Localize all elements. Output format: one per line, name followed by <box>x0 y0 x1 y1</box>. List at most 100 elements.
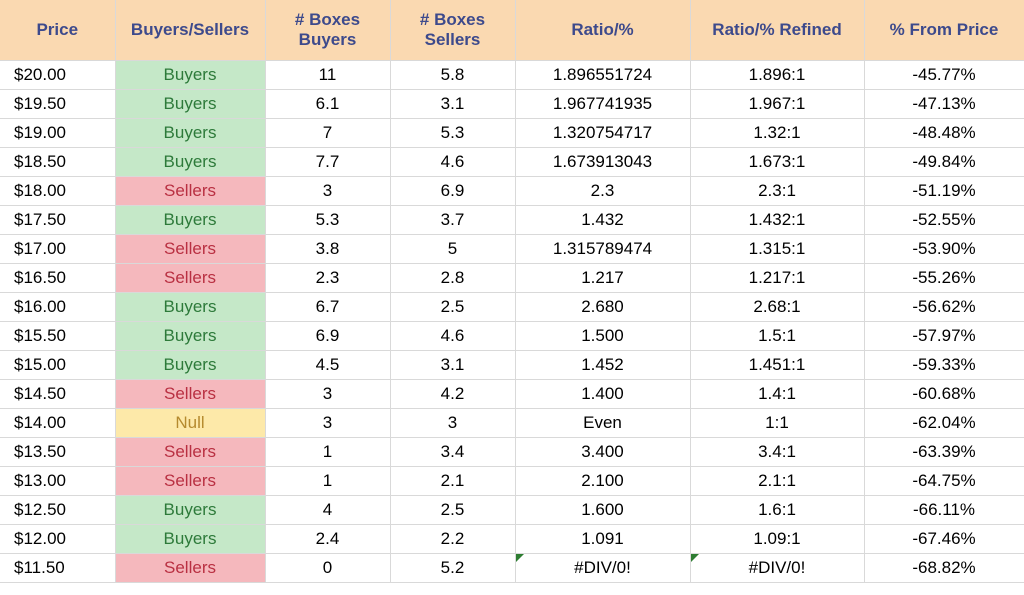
cell-pct-from-price[interactable]: -62.04% <box>864 408 1024 437</box>
cell-price[interactable]: $16.00 <box>0 292 115 321</box>
cell-boxes-buyers[interactable]: 0 <box>265 553 390 582</box>
cell-ratio[interactable]: #DIV/0! <box>515 553 690 582</box>
cell-buyers-sellers[interactable]: Buyers <box>115 89 265 118</box>
cell-pct-from-price[interactable]: -49.84% <box>864 147 1024 176</box>
cell-ratio[interactable]: 3.400 <box>515 437 690 466</box>
cell-boxes-sellers[interactable]: 5 <box>390 234 515 263</box>
cell-buyers-sellers[interactable]: Sellers <box>115 176 265 205</box>
cell-ratio[interactable]: 1.452 <box>515 350 690 379</box>
cell-pct-from-price[interactable]: -48.48% <box>864 118 1024 147</box>
cell-ratio-refined[interactable]: 1.673:1 <box>690 147 864 176</box>
cell-boxes-sellers[interactable]: 3.7 <box>390 205 515 234</box>
cell-pct-from-price[interactable]: -59.33% <box>864 350 1024 379</box>
cell-boxes-sellers[interactable]: 5.2 <box>390 553 515 582</box>
cell-boxes-sellers[interactable]: 2.5 <box>390 495 515 524</box>
cell-boxes-sellers[interactable]: 4.2 <box>390 379 515 408</box>
cell-boxes-sellers[interactable]: 3.1 <box>390 89 515 118</box>
cell-ratio-refined[interactable]: #DIV/0! <box>690 553 864 582</box>
table-row[interactable]: $17.00Sellers3.851.3157894741.315:1-53.9… <box>0 234 1024 263</box>
cell-boxes-sellers[interactable]: 6.9 <box>390 176 515 205</box>
cell-price[interactable]: $13.00 <box>0 466 115 495</box>
cell-ratio[interactable]: 2.680 <box>515 292 690 321</box>
cell-ratio-refined[interactable]: 1.896:1 <box>690 60 864 89</box>
cell-price[interactable]: $12.50 <box>0 495 115 524</box>
cell-pct-from-price[interactable]: -68.82% <box>864 553 1024 582</box>
cell-buyers-sellers[interactable]: Buyers <box>115 292 265 321</box>
cell-buyers-sellers[interactable]: Buyers <box>115 321 265 350</box>
cell-ratio[interactable]: 1.400 <box>515 379 690 408</box>
cell-boxes-sellers[interactable]: 2.1 <box>390 466 515 495</box>
cell-ratio[interactable]: 2.100 <box>515 466 690 495</box>
table-row[interactable]: $16.50Sellers2.32.81.2171.217:1-55.26% <box>0 263 1024 292</box>
table-row[interactable]: $17.50Buyers5.33.71.4321.432:1-52.55% <box>0 205 1024 234</box>
cell-pct-from-price[interactable]: -60.68% <box>864 379 1024 408</box>
cell-boxes-sellers[interactable]: 3.4 <box>390 437 515 466</box>
cell-price[interactable]: $15.50 <box>0 321 115 350</box>
table-row[interactable]: $13.50Sellers13.43.4003.4:1-63.39% <box>0 437 1024 466</box>
cell-ratio[interactable]: 1.673913043 <box>515 147 690 176</box>
table-row[interactable]: $16.00Buyers6.72.52.6802.68:1-56.62% <box>0 292 1024 321</box>
cell-boxes-buyers[interactable]: 4.5 <box>265 350 390 379</box>
cell-price[interactable]: $19.00 <box>0 118 115 147</box>
cell-ratio[interactable]: 1.315789474 <box>515 234 690 263</box>
cell-boxes-buyers[interactable]: 7 <box>265 118 390 147</box>
cell-buyers-sellers[interactable]: Sellers <box>115 234 265 263</box>
table-row[interactable]: $19.50Buyers6.13.11.9677419351.967:1-47.… <box>0 89 1024 118</box>
cell-price[interactable]: $17.50 <box>0 205 115 234</box>
cell-boxes-buyers[interactable]: 3 <box>265 408 390 437</box>
cell-pct-from-price[interactable]: -56.62% <box>864 292 1024 321</box>
cell-pct-from-price[interactable]: -45.77% <box>864 60 1024 89</box>
cell-ratio-refined[interactable]: 1:1 <box>690 408 864 437</box>
cell-ratio[interactable]: 1.500 <box>515 321 690 350</box>
cell-price[interactable]: $15.00 <box>0 350 115 379</box>
cell-buyers-sellers[interactable]: Buyers <box>115 147 265 176</box>
cell-price[interactable]: $14.50 <box>0 379 115 408</box>
cell-boxes-sellers[interactable]: 2.2 <box>390 524 515 553</box>
cell-pct-from-price[interactable]: -55.26% <box>864 263 1024 292</box>
cell-pct-from-price[interactable]: -51.19% <box>864 176 1024 205</box>
cell-ratio-refined[interactable]: 1.5:1 <box>690 321 864 350</box>
cell-buyers-sellers[interactable]: Buyers <box>115 524 265 553</box>
cell-ratio[interactable]: 1.432 <box>515 205 690 234</box>
cell-ratio-refined[interactable]: 2.1:1 <box>690 466 864 495</box>
cell-pct-from-price[interactable]: -64.75% <box>864 466 1024 495</box>
cell-boxes-sellers[interactable]: 3.1 <box>390 350 515 379</box>
table-row[interactable]: $19.00Buyers75.31.3207547171.32:1-48.48% <box>0 118 1024 147</box>
cell-ratio-refined[interactable]: 1.32:1 <box>690 118 864 147</box>
cell-price[interactable]: $19.50 <box>0 89 115 118</box>
cell-price[interactable]: $14.00 <box>0 408 115 437</box>
cell-boxes-sellers[interactable]: 5.8 <box>390 60 515 89</box>
cell-buyers-sellers[interactable]: Sellers <box>115 379 265 408</box>
cell-ratio[interactable]: 1.091 <box>515 524 690 553</box>
table-row[interactable]: $14.00Null33Even1:1-62.04% <box>0 408 1024 437</box>
cell-boxes-buyers[interactable]: 2.3 <box>265 263 390 292</box>
cell-boxes-buyers[interactable]: 3 <box>265 379 390 408</box>
cell-buyers-sellers[interactable]: Buyers <box>115 118 265 147</box>
table-row[interactable]: $13.00Sellers12.12.1002.1:1-64.75% <box>0 466 1024 495</box>
cell-price[interactable]: $12.00 <box>0 524 115 553</box>
cell-ratio[interactable]: 2.3 <box>515 176 690 205</box>
cell-ratio-refined[interactable]: 3.4:1 <box>690 437 864 466</box>
cell-buyers-sellers[interactable]: Sellers <box>115 466 265 495</box>
cell-boxes-sellers[interactable]: 5.3 <box>390 118 515 147</box>
table-row[interactable]: $14.50Sellers34.21.4001.4:1-60.68% <box>0 379 1024 408</box>
cell-boxes-sellers[interactable]: 4.6 <box>390 321 515 350</box>
cell-ratio-refined[interactable]: 1.217:1 <box>690 263 864 292</box>
table-row[interactable]: $12.00Buyers2.42.21.0911.09:1-67.46% <box>0 524 1024 553</box>
cell-ratio[interactable]: 1.967741935 <box>515 89 690 118</box>
cell-boxes-buyers[interactable]: 7.7 <box>265 147 390 176</box>
cell-ratio[interactable]: 1.896551724 <box>515 60 690 89</box>
cell-ratio-refined[interactable]: 1.432:1 <box>690 205 864 234</box>
table-row[interactable]: $15.50Buyers6.94.61.5001.5:1-57.97% <box>0 321 1024 350</box>
cell-boxes-buyers[interactable]: 3 <box>265 176 390 205</box>
cell-buyers-sellers[interactable]: Null <box>115 408 265 437</box>
cell-ratio-refined[interactable]: 1.451:1 <box>690 350 864 379</box>
cell-boxes-sellers[interactable]: 2.8 <box>390 263 515 292</box>
cell-ratio-refined[interactable]: 1.4:1 <box>690 379 864 408</box>
cell-price[interactable]: $11.50 <box>0 553 115 582</box>
cell-ratio[interactable]: 1.600 <box>515 495 690 524</box>
cell-pct-from-price[interactable]: -66.11% <box>864 495 1024 524</box>
cell-ratio[interactable]: Even <box>515 408 690 437</box>
cell-buyers-sellers[interactable]: Sellers <box>115 437 265 466</box>
cell-ratio[interactable]: 1.217 <box>515 263 690 292</box>
